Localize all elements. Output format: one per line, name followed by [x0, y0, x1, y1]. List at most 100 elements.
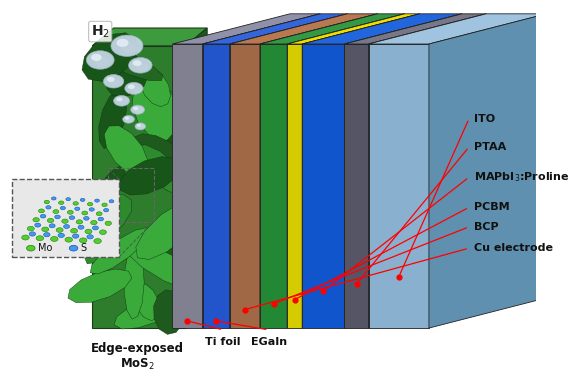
Text: PCBM: PCBM	[474, 202, 510, 212]
Circle shape	[127, 118, 132, 122]
Text: MAPbI$_3$:Proline: MAPbI$_3$:Proline	[474, 170, 570, 184]
Text: EGaIn: EGaIn	[250, 337, 286, 347]
Circle shape	[123, 115, 134, 123]
Circle shape	[40, 214, 46, 218]
Circle shape	[87, 235, 94, 239]
Circle shape	[132, 60, 142, 66]
Polygon shape	[134, 134, 183, 165]
Polygon shape	[140, 92, 217, 136]
Polygon shape	[136, 200, 202, 259]
Circle shape	[92, 226, 98, 230]
Circle shape	[96, 212, 102, 216]
Circle shape	[105, 221, 112, 226]
Text: PTAA: PTAA	[474, 142, 507, 152]
Circle shape	[116, 39, 128, 47]
Circle shape	[35, 223, 41, 227]
Polygon shape	[302, 14, 462, 44]
Circle shape	[135, 108, 142, 113]
Circle shape	[131, 86, 140, 92]
Polygon shape	[157, 81, 199, 118]
Circle shape	[91, 54, 102, 61]
Text: ITO: ITO	[474, 114, 496, 124]
Text: Cu electrode: Cu electrode	[474, 243, 553, 253]
Polygon shape	[260, 14, 404, 44]
Circle shape	[114, 96, 130, 106]
Circle shape	[27, 226, 34, 231]
Circle shape	[73, 234, 79, 238]
Polygon shape	[368, 14, 547, 44]
Circle shape	[95, 57, 109, 67]
Circle shape	[116, 97, 123, 102]
Text: Ti foil: Ti foil	[206, 337, 241, 347]
Text: S: S	[81, 243, 87, 253]
Circle shape	[98, 217, 103, 221]
Circle shape	[55, 215, 60, 219]
Polygon shape	[148, 86, 211, 143]
Circle shape	[21, 235, 29, 240]
Polygon shape	[87, 166, 125, 225]
Circle shape	[133, 107, 138, 110]
Circle shape	[59, 201, 64, 205]
Polygon shape	[92, 46, 163, 80]
Polygon shape	[140, 68, 171, 107]
Circle shape	[138, 125, 144, 129]
Circle shape	[128, 84, 135, 89]
Circle shape	[102, 203, 107, 207]
Circle shape	[60, 206, 66, 210]
Circle shape	[66, 198, 70, 201]
Circle shape	[95, 199, 99, 202]
Polygon shape	[260, 14, 378, 328]
Polygon shape	[429, 14, 547, 328]
Polygon shape	[302, 44, 345, 328]
Polygon shape	[173, 14, 320, 44]
Circle shape	[51, 197, 56, 200]
Text: H$_2$: H$_2$	[91, 23, 110, 40]
Polygon shape	[260, 44, 287, 328]
Circle shape	[80, 198, 85, 202]
Polygon shape	[114, 295, 182, 329]
Polygon shape	[203, 44, 229, 328]
Circle shape	[71, 229, 77, 233]
Polygon shape	[68, 269, 132, 303]
Circle shape	[56, 228, 63, 232]
Circle shape	[27, 245, 35, 251]
Circle shape	[89, 208, 94, 211]
Polygon shape	[368, 14, 486, 328]
Text: Mo: Mo	[38, 243, 52, 253]
Polygon shape	[99, 90, 127, 149]
Polygon shape	[229, 44, 260, 328]
Circle shape	[125, 117, 129, 120]
Circle shape	[51, 237, 58, 241]
Polygon shape	[104, 126, 148, 176]
Polygon shape	[92, 46, 186, 328]
Polygon shape	[345, 14, 486, 44]
Circle shape	[85, 229, 92, 234]
Polygon shape	[120, 157, 181, 195]
Circle shape	[76, 220, 83, 224]
Circle shape	[103, 74, 124, 88]
Polygon shape	[148, 235, 210, 273]
Circle shape	[53, 210, 59, 214]
Circle shape	[82, 211, 88, 215]
Circle shape	[131, 105, 145, 114]
Circle shape	[125, 82, 143, 94]
Polygon shape	[368, 44, 429, 328]
Text: BCP: BCP	[474, 222, 499, 232]
Circle shape	[84, 217, 89, 220]
Circle shape	[42, 227, 49, 232]
Circle shape	[111, 35, 143, 56]
Circle shape	[73, 202, 78, 205]
Circle shape	[49, 224, 55, 228]
Circle shape	[36, 236, 44, 241]
Polygon shape	[345, 44, 368, 328]
Circle shape	[44, 232, 50, 237]
Circle shape	[135, 123, 146, 130]
Circle shape	[107, 77, 114, 82]
Polygon shape	[152, 227, 193, 271]
Polygon shape	[132, 80, 181, 141]
Polygon shape	[203, 14, 347, 44]
Polygon shape	[345, 14, 462, 328]
Polygon shape	[287, 14, 419, 44]
Circle shape	[99, 230, 106, 235]
Polygon shape	[84, 196, 119, 264]
